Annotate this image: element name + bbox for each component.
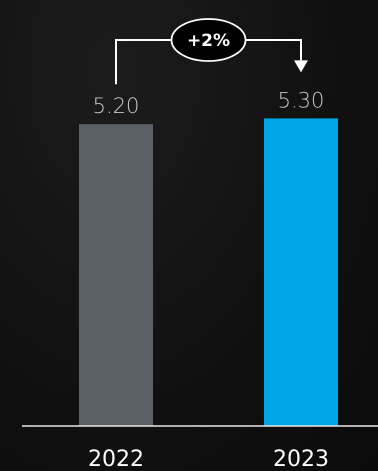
category-label-2023: 2023 (273, 447, 329, 471)
bar-2023 (264, 118, 338, 427)
change-percent-label: +2% (187, 31, 230, 51)
bar-2022 (79, 124, 153, 426)
change-bubble (170, 18, 247, 62)
value-label-2023: 5.30 (278, 88, 325, 112)
value-label-2022: 5.20 (93, 94, 140, 118)
labels-group: 5.20 2022 5.30 2023 (88, 88, 329, 471)
category-label-2022: 2022 (88, 447, 144, 471)
change-arrow-icon (294, 60, 308, 73)
change-annotation: +2% (115, 18, 308, 85)
bars-group (79, 118, 338, 427)
